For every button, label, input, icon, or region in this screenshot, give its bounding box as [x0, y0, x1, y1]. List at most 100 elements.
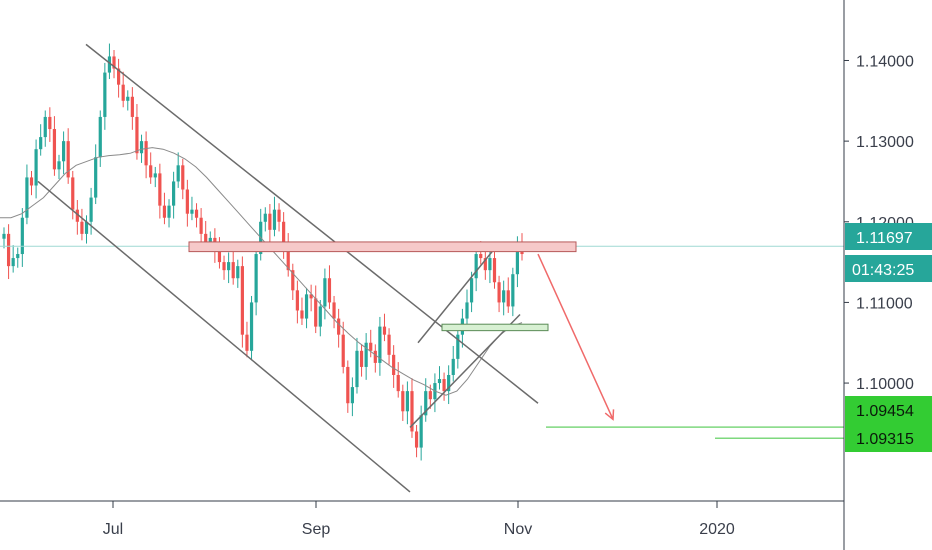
candle-body	[11, 258, 15, 267]
candle-body	[511, 274, 515, 307]
time-tick-label: Nov	[504, 521, 532, 538]
candle-body	[327, 278, 332, 303]
candle-body	[414, 431, 419, 448]
candle-body	[52, 129, 57, 170]
candle-body	[39, 137, 43, 150]
candle-body	[80, 221, 84, 234]
candle-body	[181, 165, 185, 190]
candle-body	[483, 258, 487, 271]
candle-body	[139, 141, 144, 154]
candle-body	[424, 391, 428, 416]
candle-body	[323, 278, 327, 307]
candle-body	[447, 375, 451, 392]
candle-body	[254, 254, 258, 303]
candle-body	[240, 266, 244, 335]
candle-body	[94, 157, 98, 198]
candle-body	[16, 254, 20, 259]
target-2-badge: 1.09315	[845, 423, 932, 452]
candle-body	[488, 258, 492, 271]
candle-body	[6, 233, 11, 267]
candle-body	[401, 391, 405, 412]
candle-body	[263, 213, 267, 222]
candle-body	[34, 149, 38, 186]
target-1-label: 1.09454	[856, 403, 914, 420]
time-tick-label: 2020	[699, 521, 735, 538]
projection-arrow[interactable]	[537, 253, 614, 420]
candle-body	[84, 221, 89, 234]
candle-body	[378, 326, 382, 363]
projection-arrowhead	[604, 409, 615, 421]
candle-body	[29, 177, 34, 186]
candle-body	[405, 391, 409, 412]
candle-body	[314, 298, 318, 327]
candle-body	[382, 326, 387, 335]
candle-body	[428, 391, 432, 400]
candle-body	[456, 334, 460, 359]
candle-body	[103, 72, 107, 117]
moving-average-line	[0, 147, 523, 396]
candle-body	[89, 197, 93, 222]
candle-body	[492, 258, 497, 283]
candle-body	[176, 165, 180, 182]
candle-body	[185, 189, 189, 214]
candle-body	[172, 181, 176, 206]
candle-body	[158, 173, 162, 206]
candle-body	[332, 302, 336, 319]
candle-body	[249, 302, 254, 351]
countdown-badge: 01:43:25	[845, 255, 932, 282]
candle-body	[392, 354, 396, 375]
candle-body	[153, 173, 157, 178]
candle-body	[75, 209, 79, 222]
candle-body	[208, 237, 212, 242]
candle-body	[126, 96, 130, 101]
candle-body	[291, 270, 295, 291]
candle-body	[346, 366, 350, 404]
time-tick-label: Sep	[302, 521, 331, 538]
support-zone[interactable]	[441, 323, 549, 332]
candle-body	[57, 161, 61, 170]
candle-body	[217, 250, 222, 263]
candle-body	[190, 209, 194, 214]
rising-channel-lower-line[interactable]	[409, 313, 521, 428]
candle-body	[48, 116, 52, 130]
candle-body	[194, 209, 199, 218]
candle-body	[300, 310, 304, 319]
candle-body	[442, 379, 446, 392]
candle-body	[199, 217, 203, 234]
candle-body	[162, 205, 167, 218]
candle-body	[231, 262, 235, 279]
candle-body	[61, 141, 66, 162]
candle-body	[387, 334, 391, 355]
candle-body	[410, 391, 414, 432]
candle-body	[236, 266, 240, 279]
candle-body	[502, 290, 506, 303]
resistance-zone[interactable]	[188, 241, 577, 253]
countdown-label: 01:43:25	[852, 262, 914, 279]
candle-body	[222, 262, 226, 271]
candle-body	[245, 334, 249, 351]
candle-body	[43, 116, 47, 138]
candle-body	[479, 254, 483, 259]
candle-body	[130, 96, 134, 117]
rising-channel-upper-line[interactable]	[417, 241, 501, 344]
descending-channel-lower-line[interactable]	[37, 180, 411, 493]
candle-body	[98, 116, 102, 158]
candle-body	[474, 254, 478, 279]
price-tick-label: 1.10000	[856, 376, 914, 393]
current-price-badge: 1.11697	[845, 223, 932, 250]
candle-body	[369, 342, 373, 351]
candle-body	[204, 233, 208, 242]
current-price-label: 1.11697	[856, 230, 913, 247]
candle-body	[396, 375, 400, 392]
candle-body	[272, 209, 277, 230]
candle-body	[373, 350, 377, 363]
candle-body	[282, 221, 286, 246]
candle-body	[419, 415, 423, 448]
descending-channel-upper-line[interactable]	[85, 43, 539, 404]
target-2-label: 1.09315	[856, 431, 914, 448]
price-tick-label: 1.11000	[856, 295, 913, 312]
candle-body	[355, 350, 359, 388]
candle-body	[497, 282, 501, 303]
